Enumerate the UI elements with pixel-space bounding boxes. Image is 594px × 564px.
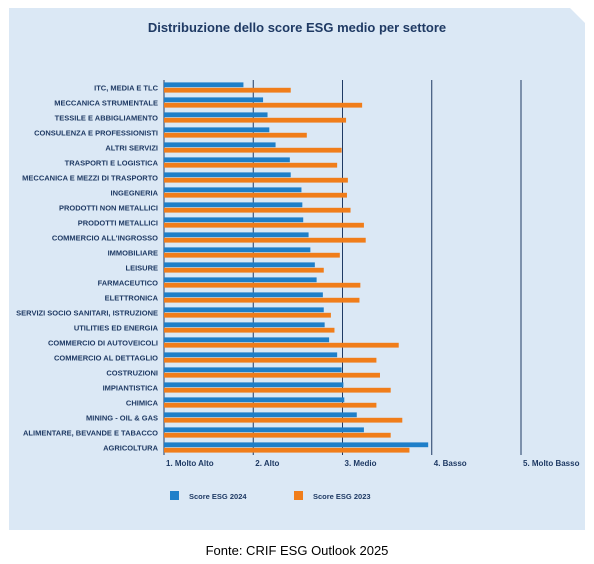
bar-2023 [164, 372, 380, 378]
bar-2024 [164, 127, 270, 133]
bar-2024 [164, 277, 317, 283]
legend-label: Score ESG 2023 [313, 492, 371, 501]
bar-2023 [164, 252, 340, 258]
bar-2023 [164, 222, 364, 228]
bar-2024 [164, 142, 276, 148]
category-label: PRODOTTI METALLICI [78, 218, 158, 227]
bar-2023 [164, 282, 361, 288]
bar-2023 [164, 342, 399, 348]
bar-2024 [164, 202, 303, 208]
bar-2023 [164, 402, 377, 408]
bar-2023 [164, 387, 391, 393]
x-tick-label: 5. Molto Basso [523, 459, 580, 468]
x-tick-label: 2. Alto [255, 459, 279, 468]
bar-2024 [164, 427, 364, 433]
category-label: INGEGNERIA [110, 188, 158, 197]
category-label: FARMACEUTICO [98, 278, 159, 287]
chart-title: Distribuzione dello score ESG medio per … [147, 20, 447, 35]
category-label: CHIMICA [126, 398, 159, 407]
bar-2024 [164, 337, 330, 343]
bar-2024 [164, 187, 302, 193]
bar-2024 [164, 97, 264, 103]
bar-2024 [164, 382, 344, 388]
category-label: COMMERCIO ALL'INGROSSO [52, 233, 158, 242]
bar-2024 [164, 262, 315, 268]
bar-2024 [164, 352, 338, 358]
bar-2024 [164, 307, 324, 313]
bar-2023 [164, 147, 342, 153]
legend-label: Score ESG 2024 [189, 492, 247, 501]
category-label: TESSILE E ABBIGLIAMENTO [55, 113, 159, 122]
bar-2023 [164, 312, 331, 318]
bar-2023 [164, 432, 391, 438]
bar-2024 [164, 157, 290, 163]
bar-2024 [164, 217, 304, 223]
bar-2023 [164, 162, 338, 168]
bar-2024 [164, 172, 291, 178]
category-label: COMMERCIO DI AUTOVEICOLI [48, 338, 158, 347]
bar-2023 [164, 297, 360, 303]
category-label: MINING - OIL & GAS [86, 413, 158, 422]
category-label: COSTRUZIONI [106, 368, 158, 377]
category-label: IMPIANTISTICA [103, 383, 159, 392]
category-label: ITC, MEDIA E TLC [94, 83, 158, 92]
bar-2023 [164, 267, 324, 273]
bar-2023 [164, 87, 291, 93]
x-tick-label: 3. Medio [345, 459, 377, 468]
bar-2023 [164, 417, 403, 423]
category-label: ELETTRONICA [105, 293, 159, 302]
category-label: LEISURE [125, 263, 158, 272]
bar-2024 [164, 367, 342, 373]
bar-2024 [164, 322, 325, 328]
bar-2024 [164, 112, 268, 118]
bar-2023 [164, 132, 307, 138]
x-tick-label: 4. Basso [434, 459, 467, 468]
category-label: CONSULENZA E PROFESSIONISTI [34, 128, 158, 137]
source-caption: Fonte: CRIF ESG Outlook 2025 [205, 543, 389, 558]
legend-swatch [170, 491, 179, 500]
category-label: TRASPORTI E LOGISTICA [65, 158, 159, 167]
category-label: MECCANICA STRUMENTALE [54, 98, 158, 107]
bar-2023 [164, 357, 377, 363]
bar-2023 [164, 177, 348, 183]
category-label: ALIMENTARE, BEVANDE E TABACCO [23, 428, 158, 437]
bar-2023 [164, 327, 335, 333]
bar-2023 [164, 237, 366, 243]
category-label: MECCANICA E MEZZI DI TRASPORTO [22, 173, 158, 182]
category-label: PRODOTTI NON METALLICI [59, 203, 158, 212]
category-label: UTILITIES ED ENERGIA [74, 323, 159, 332]
bar-2023 [164, 117, 347, 123]
category-label: IMMOBILIARE [108, 248, 158, 257]
category-label: SERVIZI SOCIO SANITARI, ISTRUZIONE [16, 308, 158, 317]
bar-2024 [164, 232, 309, 238]
chart-svg: 1. Molto Alto 2. Alto 3. Medio 4. Basso 5. M… [16, 80, 580, 501]
legend-swatch [294, 491, 303, 500]
bar-2024 [164, 397, 345, 403]
category-label: AGRICOLTURA [103, 443, 158, 452]
bar-2024 [164, 442, 429, 448]
bar-2024 [164, 412, 357, 418]
bar-2024 [164, 247, 311, 253]
category-label: COMMERCIO AL DETTAGLIO [54, 353, 158, 362]
x-tick-label: 1. Molto Alto [166, 459, 214, 468]
bar-2024 [164, 292, 323, 298]
bar-2023 [164, 447, 410, 453]
bar-2023 [164, 207, 351, 213]
bar-2023 [164, 102, 363, 108]
bar-2023 [164, 192, 347, 198]
bar-2024 [164, 82, 244, 88]
category-label: ALTRI SERVIZI [105, 143, 158, 152]
